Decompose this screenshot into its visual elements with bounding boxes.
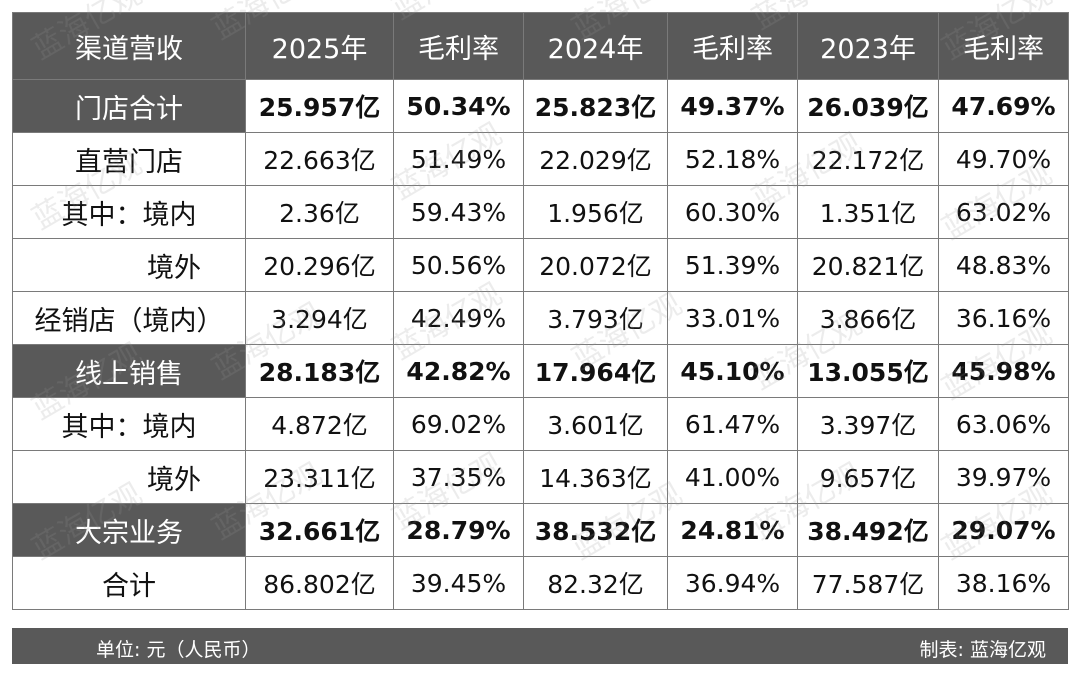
cell: 39.97% — [938, 450, 1069, 504]
cell: 59.43% — [393, 185, 524, 239]
cell: 63.02% — [938, 185, 1069, 239]
cell: 3.601亿 — [523, 397, 668, 451]
cell: 28.183亿 — [245, 344, 394, 398]
cell: 23.311亿 — [245, 450, 394, 504]
row-label: 境外 — [12, 238, 246, 292]
table-row: 大宗业务 32.661亿 28.79% 38.532亿 24.81% 38.492亿 29.… — [12, 503, 1069, 557]
cell: 49.37% — [667, 79, 798, 133]
cell: 3.294亿 — [245, 291, 394, 345]
table-row: 经销店（境内） 3.294亿 42.49% 3.793亿 33.01% 3.866亿 36.… — [12, 291, 1069, 345]
table-row: 其中：境内 4.872亿 69.02% 3.601亿 61.47% 3.397亿 63.06… — [12, 397, 1069, 451]
cell: 37.35% — [393, 450, 524, 504]
header-cell: 2023年 — [797, 12, 939, 80]
cell: 51.49% — [393, 132, 524, 186]
cell: 26.039亿 — [797, 79, 939, 133]
cell: 32.661亿 — [245, 503, 394, 557]
table-row: 直营门店 22.663亿 51.49% 22.029亿 52.18% 22.172亿 49.… — [12, 132, 1069, 186]
cell: 13.055亿 — [797, 344, 939, 398]
cell: 9.657亿 — [797, 450, 939, 504]
footer-credit: 制表: 蓝海亿观 — [919, 639, 1046, 661]
row-label: 其中：境内 — [12, 397, 246, 451]
cell: 52.18% — [667, 132, 798, 186]
table-row: 合计 86.802亿 39.45% 82.32亿 36.94% 77.587亿 38.16% — [12, 556, 1069, 610]
cell: 4.872亿 — [245, 397, 394, 451]
cell: 2.36亿 — [245, 185, 394, 239]
cell: 45.98% — [938, 344, 1069, 398]
cell: 45.10% — [667, 344, 798, 398]
row-label: 大宗业务 — [12, 503, 246, 557]
cell: 42.82% — [393, 344, 524, 398]
cell: 3.866亿 — [797, 291, 939, 345]
header-row: 渠道营收 2025年 毛利率 2024年 毛利率 2023年 毛利率 — [12, 12, 1069, 80]
header-cell: 毛利率 — [667, 12, 798, 80]
cell: 38.16% — [938, 556, 1069, 610]
cell: 69.02% — [393, 397, 524, 451]
cell: 86.802亿 — [245, 556, 394, 610]
table-row: 其中：境内 2.36亿 59.43% 1.956亿 60.30% 1.351亿 63.02% — [12, 185, 1069, 239]
table-row: 境外 23.311亿 37.35% 14.363亿 41.00% 9.657亿 39.97% — [12, 450, 1069, 504]
cell: 22.172亿 — [797, 132, 939, 186]
cell: 77.587亿 — [797, 556, 939, 610]
cell: 3.397亿 — [797, 397, 939, 451]
row-label: 合计 — [12, 556, 246, 610]
header-cell: 2025年 — [245, 12, 394, 80]
row-label: 其中：境内 — [12, 185, 246, 239]
cell: 82.32亿 — [523, 556, 668, 610]
row-label: 直营门店 — [12, 132, 246, 186]
cell: 47.69% — [938, 79, 1069, 133]
cell: 50.34% — [393, 79, 524, 133]
cell: 39.45% — [393, 556, 524, 610]
table-row: 境外 20.296亿 50.56% 20.072亿 51.39% 20.821亿 48.83… — [12, 238, 1069, 292]
cell: 48.83% — [938, 238, 1069, 292]
cell: 28.79% — [393, 503, 524, 557]
cell: 20.821亿 — [797, 238, 939, 292]
cell: 36.16% — [938, 291, 1069, 345]
table-row: 门店合计 25.957亿 50.34% 25.823亿 49.37% 26.039亿 47.… — [12, 79, 1069, 133]
row-label: 经销店（境内） — [12, 291, 246, 345]
cell: 36.94% — [667, 556, 798, 610]
cell: 3.793亿 — [523, 291, 668, 345]
cell: 17.964亿 — [523, 344, 668, 398]
cell: 1.351亿 — [797, 185, 939, 239]
cell: 50.56% — [393, 238, 524, 292]
revenue-table: 渠道营收 2025年 毛利率 2024年 毛利率 2023年 毛利率 门店合计 25.957亿 5… — [12, 12, 1069, 610]
cell: 14.363亿 — [523, 450, 668, 504]
cell: 22.663亿 — [245, 132, 394, 186]
header-cell: 2024年 — [523, 12, 668, 80]
cell: 33.01% — [667, 291, 798, 345]
cell: 38.492亿 — [797, 503, 939, 557]
cell: 29.07% — [938, 503, 1069, 557]
table-row: 线上销售 28.183亿 42.82% 17.964亿 45.10% 13.055亿 45.… — [12, 344, 1069, 398]
cell: 61.47% — [667, 397, 798, 451]
cell: 49.70% — [938, 132, 1069, 186]
row-label: 门店合计 — [12, 79, 246, 133]
footer-bar: 单位: 元（人民币） 制表: 蓝海亿观 — [12, 628, 1068, 664]
footer-unit: 单位: 元（人民币） — [96, 639, 261, 661]
cell: 20.072亿 — [523, 238, 668, 292]
cell: 63.06% — [938, 397, 1069, 451]
cell: 42.49% — [393, 291, 524, 345]
cell: 25.823亿 — [523, 79, 668, 133]
cell: 20.296亿 — [245, 238, 394, 292]
cell: 22.029亿 — [523, 132, 668, 186]
cell: 25.957亿 — [245, 79, 394, 133]
cell: 1.956亿 — [523, 185, 668, 239]
cell: 38.532亿 — [523, 503, 668, 557]
cell: 60.30% — [667, 185, 798, 239]
cell: 24.81% — [667, 503, 798, 557]
row-label: 境外 — [12, 450, 246, 504]
row-label: 线上销售 — [12, 344, 246, 398]
cell: 41.00% — [667, 450, 798, 504]
header-cell: 毛利率 — [393, 12, 524, 80]
header-cell: 渠道营收 — [12, 12, 246, 80]
cell: 51.39% — [667, 238, 798, 292]
header-cell: 毛利率 — [938, 12, 1069, 80]
